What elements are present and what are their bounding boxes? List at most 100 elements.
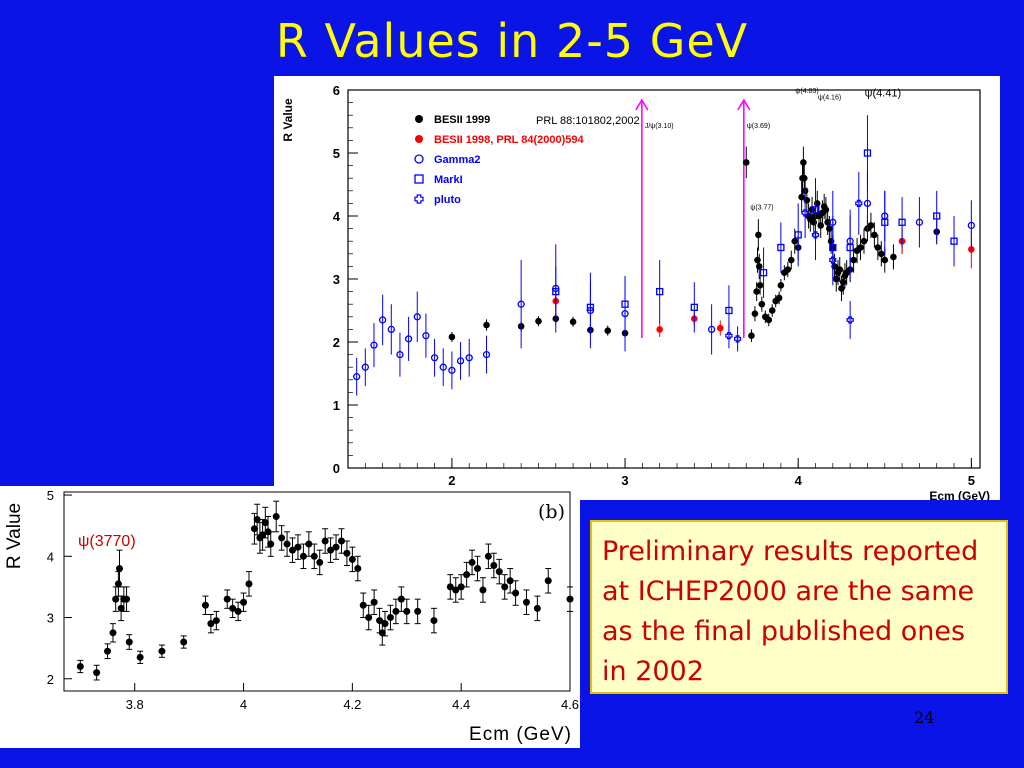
data-point [832, 275, 840, 283]
data-point [294, 543, 302, 551]
data-point [490, 561, 498, 569]
data-point [310, 552, 318, 560]
resonance-arrowhead [635, 98, 649, 111]
y-tick-label: 6 [333, 83, 340, 98]
data-point [495, 568, 503, 576]
conclusion-note: Preliminary results reported at ICHEP200… [590, 520, 1008, 694]
main-r-value-chart: 0 1 2 3 4 5 6 2 3 4 5 R Value Ecm (GeV) J/ψ(3.10) ψ(3.… [274, 76, 1000, 500]
data-point [456, 357, 465, 365]
data-point [267, 540, 275, 548]
x-tick-label: 4 [795, 473, 803, 488]
data-point [397, 595, 405, 603]
x-tick-label: 3 [621, 473, 628, 488]
data-point [414, 194, 424, 204]
data-point [359, 601, 367, 609]
data-point [465, 354, 473, 362]
data-point [716, 324, 724, 332]
data-point [777, 282, 785, 289]
data-point [283, 540, 291, 548]
data-point [474, 565, 482, 573]
data-point [522, 598, 530, 606]
data-point [855, 199, 863, 207]
data-point [201, 601, 209, 609]
data-point [123, 595, 131, 603]
data-point [353, 372, 361, 381]
data-point [846, 243, 854, 252]
data-point [422, 332, 430, 340]
data-point [791, 237, 799, 245]
resonance-label: ψ(3.69) [747, 123, 770, 130]
data-point [448, 366, 456, 375]
data-point [754, 256, 761, 264]
data-point [933, 212, 941, 220]
data-point [482, 350, 491, 359]
data-point [381, 620, 389, 628]
legend-label: PRL 88:101802,2002 [536, 115, 640, 127]
inset-r-value-chart: 2 3 4 5 3.8 4 4.2 4.4 4.6 R Value Ecm (GeV) (b) ψ(37… [0, 486, 580, 748]
data-point [207, 620, 215, 628]
data-point [765, 316, 773, 324]
data-point [707, 325, 716, 334]
data-point [483, 321, 490, 329]
data-point [787, 256, 795, 264]
data-point [109, 629, 117, 637]
data-point [501, 583, 509, 591]
resonance-label: J/ψ(3.10) [645, 123, 674, 130]
data-point [950, 237, 958, 245]
data-point [621, 300, 629, 308]
data-point [863, 199, 872, 208]
data-point [448, 333, 456, 341]
data-point [245, 580, 253, 588]
data-point [240, 598, 248, 606]
data-point [836, 266, 844, 273]
data-point [768, 307, 776, 314]
legend-label: Gamma2 [434, 154, 480, 166]
data-point [115, 565, 123, 573]
data-point [690, 303, 698, 312]
data-point [125, 638, 133, 646]
data-point [278, 534, 286, 542]
data-point [867, 222, 875, 229]
data-point [387, 325, 395, 334]
slide-title: R Values in 2-5 GeV [275, 14, 749, 68]
data-point [801, 209, 809, 217]
data-point [212, 617, 220, 625]
data-point [777, 243, 785, 252]
data-point [517, 300, 525, 308]
y-tick-label: 1 [333, 398, 340, 413]
data-point [117, 604, 125, 612]
data-point [446, 583, 454, 591]
data-point [404, 335, 413, 343]
data-point [857, 244, 864, 251]
data-point [733, 335, 742, 343]
resonance-label: ψ(4.41) [865, 87, 902, 99]
data-point [552, 287, 560, 296]
data-point [822, 206, 830, 213]
data-point [479, 586, 487, 594]
y-tick-label: 2 [333, 335, 340, 350]
data-point [535, 317, 542, 325]
data-point [850, 256, 857, 264]
legend: BESII 1999 PRL 88:101802,2002 BESII 1998, … [414, 114, 640, 206]
data-point [321, 537, 329, 545]
conclusion-note-text: Preliminary results reported at ICHEP200… [602, 536, 979, 687]
data-point [566, 595, 574, 603]
data-point [758, 300, 766, 308]
x-tick-label: 4.4 [452, 697, 470, 712]
data-point [272, 512, 280, 520]
data-point [810, 219, 818, 226]
data-point [414, 154, 424, 164]
x-axis-label: Ecm (GeV) [469, 724, 572, 745]
data-point [361, 363, 369, 371]
data-point [506, 577, 514, 585]
data-point [378, 316, 387, 324]
data-point [93, 669, 101, 677]
data-point [871, 231, 878, 239]
data-point [839, 278, 847, 286]
x-tick-label: 2 [448, 473, 455, 488]
data-point [817, 222, 825, 229]
panel-label: (b) [538, 501, 565, 523]
series-besii-1999 [448, 146, 941, 342]
data-point [755, 263, 763, 270]
data-point [784, 266, 792, 273]
